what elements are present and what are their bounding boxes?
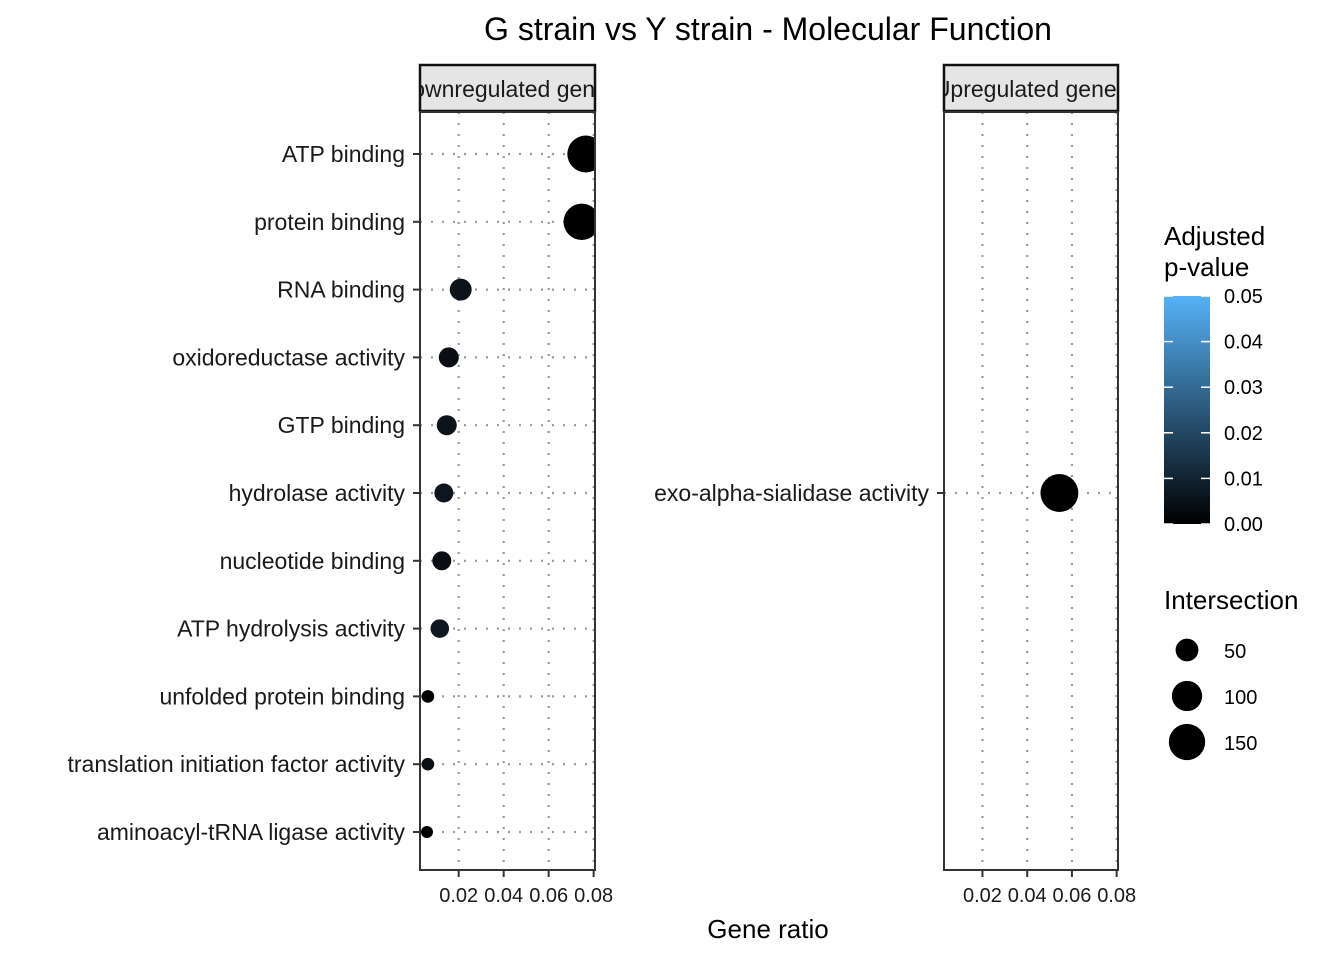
facet-strip-label: Upregulated genes bbox=[934, 76, 1128, 102]
facet-strip bbox=[418, 63, 597, 113]
size-legend-label: 50 bbox=[1224, 641, 1246, 663]
data-point bbox=[563, 203, 595, 240]
panel-downregulated: Downregulated genes ATP binding protein bi… bbox=[68, 63, 620, 907]
color-legend-label: 0.01 bbox=[1224, 468, 1263, 490]
x-tick-label: 0.08 bbox=[1097, 885, 1136, 907]
data-point bbox=[436, 415, 457, 436]
x-tick-label: 0.02 bbox=[439, 885, 478, 907]
chart-title: G strain vs Y strain - Molecular Functio… bbox=[484, 11, 1052, 47]
size-legend-key bbox=[1171, 680, 1203, 712]
size-legend-key bbox=[1168, 723, 1206, 761]
y-tick-label: GTP binding bbox=[278, 412, 405, 438]
y-tick-label: protein binding bbox=[254, 209, 405, 235]
data-point bbox=[1040, 474, 1079, 512]
y-tick-label: ATP binding bbox=[282, 141, 405, 167]
y-tick-label: oxidoreductase activity bbox=[172, 344, 405, 370]
x-axis-label: Gene ratio bbox=[707, 914, 828, 944]
data-point bbox=[432, 551, 452, 571]
y-tick-label: aminoacyl-tRNA ligase activity bbox=[97, 819, 406, 845]
panel-border bbox=[419, 111, 596, 871]
size-legend-label: 100 bbox=[1224, 687, 1257, 709]
color-legend-label: 0.02 bbox=[1224, 423, 1263, 445]
data-point bbox=[438, 347, 459, 368]
data-point bbox=[449, 278, 472, 301]
size-legend-key bbox=[1175, 638, 1199, 662]
y-tick-label: RNA binding bbox=[277, 277, 405, 303]
x-tick-label: 0.06 bbox=[1052, 885, 1091, 907]
data-point bbox=[421, 757, 435, 771]
color-bar bbox=[1164, 296, 1210, 524]
x-tick-label: 0.06 bbox=[529, 885, 568, 907]
x-tick-label: 0.02 bbox=[963, 885, 1002, 907]
y-tick-label: ATP hydrolysis activity bbox=[177, 616, 405, 642]
data-point bbox=[420, 826, 433, 838]
panel-border bbox=[943, 111, 1119, 871]
facet-strip-label: Downregulated genes bbox=[396, 76, 620, 102]
x-tick-label: 0.08 bbox=[574, 885, 613, 907]
y-tick-label: translation initiation factor activity bbox=[68, 751, 406, 777]
x-tick-label: 0.04 bbox=[1008, 885, 1047, 907]
color-legend-label: 0.04 bbox=[1224, 332, 1263, 354]
data-point bbox=[567, 135, 595, 173]
data-point bbox=[434, 483, 454, 503]
color-legend-label: 0.03 bbox=[1224, 377, 1263, 399]
data-point bbox=[421, 690, 435, 703]
panel-upregulated: Upregulated genes exo-alpha-sialidase act… bbox=[654, 63, 1136, 907]
y-tick-label: nucleotide binding bbox=[220, 548, 405, 574]
size-legend-title: Intersection bbox=[1164, 585, 1298, 615]
size-legend-label: 150 bbox=[1224, 733, 1257, 755]
x-tick-label: 0.04 bbox=[484, 885, 523, 907]
panel-background bbox=[944, 112, 1118, 870]
color-legend-label: 0.00 bbox=[1224, 514, 1263, 536]
color-legend-title: Adjusted bbox=[1164, 221, 1265, 251]
color-legend-label: 0.05 bbox=[1224, 286, 1263, 308]
y-tick-label: hydrolase activity bbox=[229, 480, 406, 506]
y-tick-label: exo-alpha-sialidase activity bbox=[654, 480, 929, 506]
y-tick-label: unfolded protein binding bbox=[159, 683, 405, 709]
data-point bbox=[430, 619, 450, 638]
color-legend-title-line2: p-value bbox=[1164, 252, 1249, 282]
